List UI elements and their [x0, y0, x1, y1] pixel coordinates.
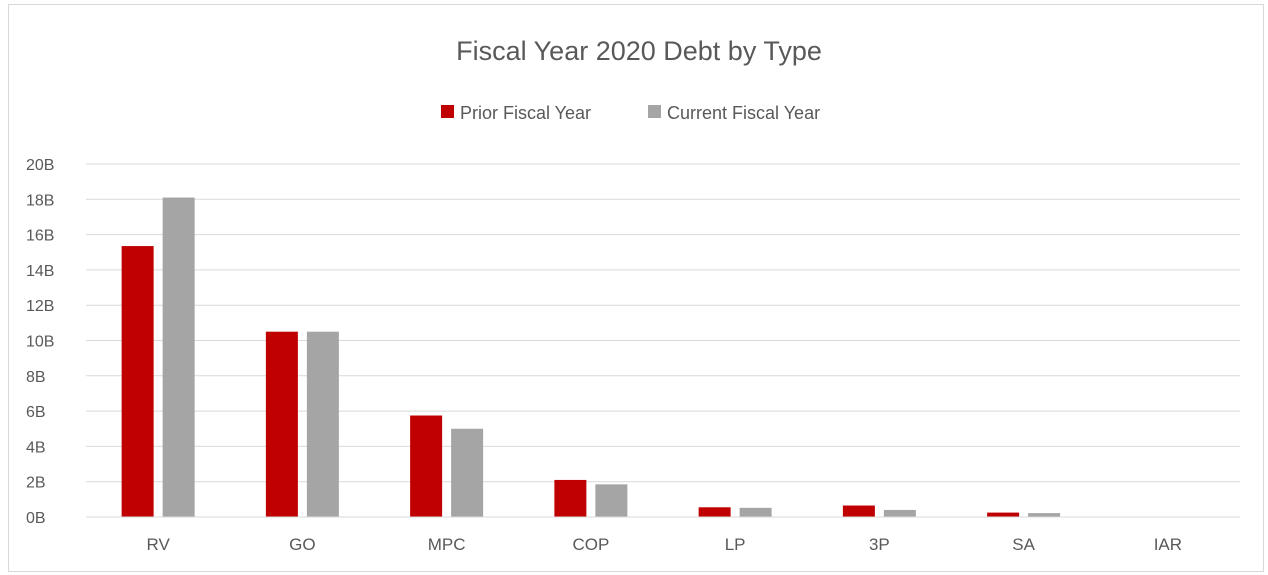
- bar-mpc-prior-fiscal-year: [410, 415, 443, 517]
- bar-rv-current-fiscal-year: [162, 197, 195, 517]
- x-category-label-iar: IAR: [1154, 535, 1182, 554]
- y-tick-label: 12B: [26, 298, 54, 315]
- y-tick-label: 6B: [26, 404, 46, 421]
- bar-go-current-fiscal-year: [306, 331, 339, 517]
- y-tick-label: 14B: [26, 263, 54, 280]
- bars: [121, 197, 1061, 517]
- y-axis-tick-labels: 0B 2B 4B 6B 8B 10B 12B 14B 16B 18B 20B: [26, 157, 54, 527]
- bar-lp-prior-fiscal-year: [698, 507, 731, 517]
- bar-sa-prior-fiscal-year: [987, 512, 1020, 517]
- x-category-label-mpc: MPC: [428, 535, 466, 554]
- bar-mpc-current-fiscal-year: [451, 428, 484, 517]
- bar-sa-current-fiscal-year: [1028, 513, 1061, 517]
- x-category-label-3p: 3P: [869, 535, 890, 554]
- chart-frame: [8, 4, 1264, 572]
- bar-go-prior-fiscal-year: [265, 331, 298, 517]
- y-tick-label: 2B: [26, 475, 46, 492]
- x-category-label-lp: LP: [725, 535, 746, 554]
- y-tick-label: 4B: [26, 439, 46, 456]
- bar-lp-current-fiscal-year: [739, 507, 772, 517]
- x-axis-category-labels: RV GO MPC COP LP 3P SA IAR: [146, 535, 1182, 554]
- legend: Prior Fiscal Year Current Fiscal Year: [441, 103, 820, 123]
- gridlines: [86, 163, 1240, 483]
- bar-3p-current-fiscal-year: [883, 509, 916, 517]
- legend-swatch-current-fiscal-year: [648, 105, 661, 118]
- legend-swatch-prior-fiscal-year: [441, 105, 454, 118]
- legend-label-current-fiscal-year: Current Fiscal Year: [667, 103, 820, 123]
- y-tick-label: 8B: [26, 369, 46, 386]
- bar-rv-prior-fiscal-year: [121, 246, 154, 517]
- x-category-label-rv: RV: [146, 535, 170, 554]
- bar-cop-current-fiscal-year: [595, 484, 628, 517]
- x-category-label-go: GO: [289, 535, 315, 554]
- x-category-label-sa: SA: [1012, 535, 1035, 554]
- y-tick-label: 20B: [26, 157, 54, 174]
- bar-3p-prior-fiscal-year: [842, 505, 875, 517]
- x-category-label-cop: COP: [572, 535, 609, 554]
- bar-cop-prior-fiscal-year: [554, 479, 587, 517]
- y-tick-label: 10B: [26, 334, 54, 351]
- chart-title: Fiscal Year 2020 Debt by Type: [456, 36, 822, 66]
- y-tick-label: 16B: [26, 228, 54, 245]
- legend-label-prior-fiscal-year: Prior Fiscal Year: [460, 103, 591, 123]
- y-tick-label: 0B: [26, 510, 46, 527]
- y-tick-label: 18B: [26, 192, 54, 209]
